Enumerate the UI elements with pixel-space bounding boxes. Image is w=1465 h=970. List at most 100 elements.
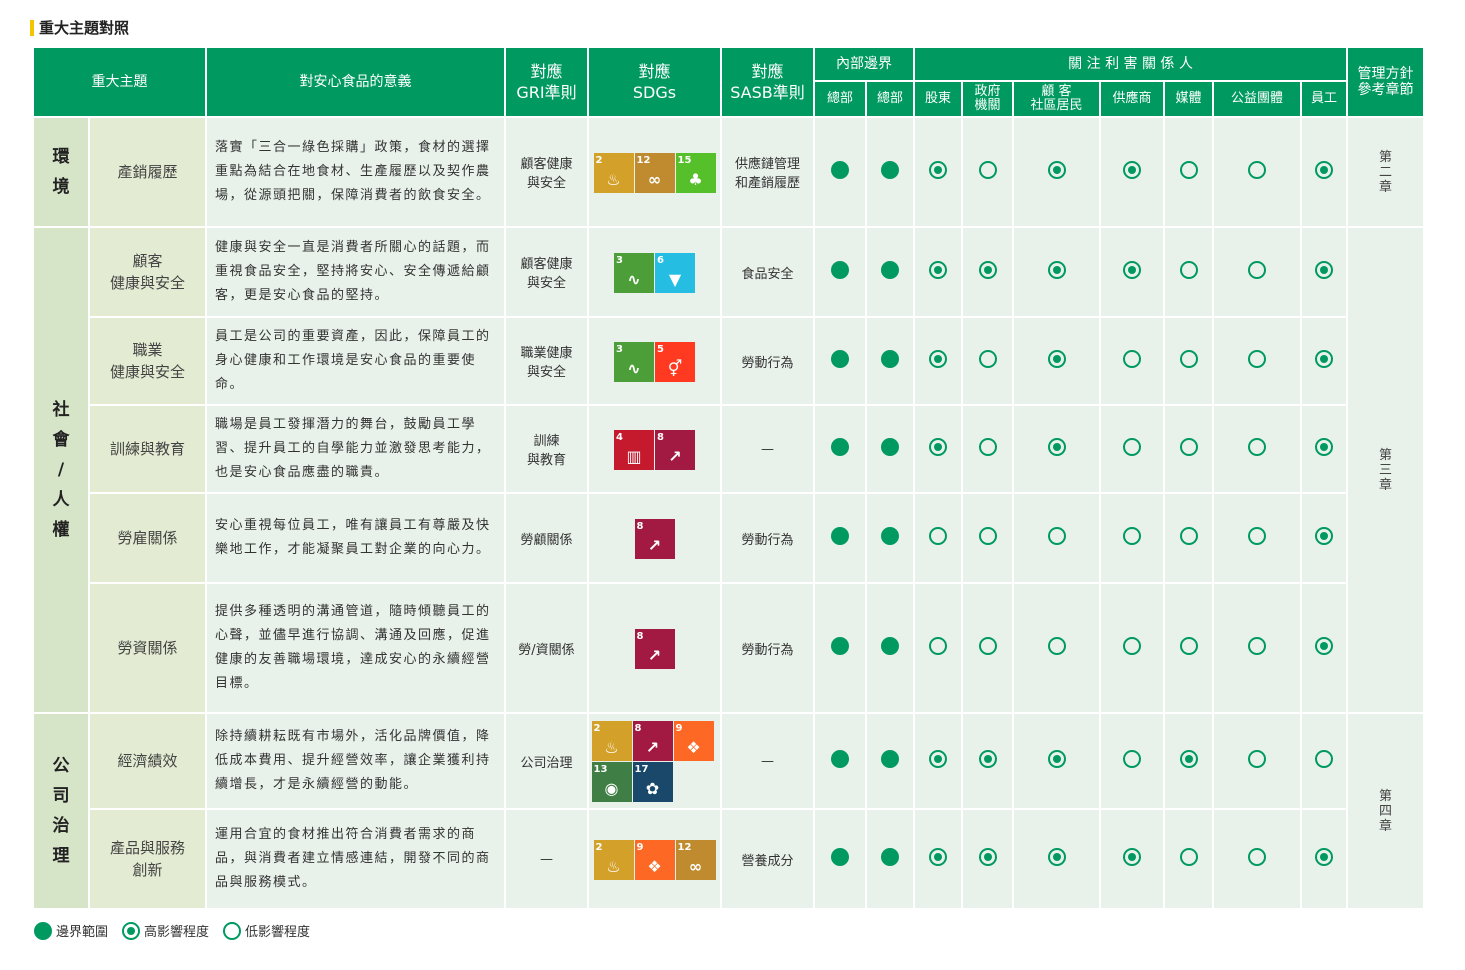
mark-cell (1212, 316, 1302, 406)
mark-cell (813, 116, 867, 228)
mark-cell (1163, 808, 1214, 910)
mark-cell (1099, 492, 1165, 584)
sasb-cell: — (720, 712, 815, 810)
sasb-cell: 供應鏈管理 和產銷履歷 (720, 116, 815, 228)
chapter-cell: 第 三 章 (1346, 226, 1426, 714)
sdg-number: 15 (677, 154, 692, 166)
high-impact-icon (978, 848, 997, 866)
high-impact-icon (1179, 750, 1198, 768)
heartbeat-icon: ∿ (627, 358, 641, 378)
sdgs-cell: 2 ♨ 8 ↗ 9 ❖ 13 ◉ 17 ✿ (587, 712, 722, 810)
topic-cell: 勞雇關係 (88, 492, 207, 584)
mark-cell (1012, 712, 1101, 810)
cubes-icon: ❖ (647, 856, 662, 876)
low-impact-icon (1248, 750, 1266, 768)
meaning-cell: 健康與安全一直是消費者所關心的話題，而重視食品安全，堅持將安心、安全傳遞給顧客，… (205, 226, 506, 318)
sdg-number: 8 (634, 723, 642, 734)
mark-cell (865, 316, 915, 406)
boundary-dot-icon (881, 161, 899, 179)
growth-chart-icon: ↗ (668, 446, 682, 466)
mark-cell (913, 116, 963, 228)
high-impact-icon (1123, 261, 1141, 279)
header-col: 媒體 (1163, 80, 1214, 118)
header-internal-boundary: 內部邊界 (813, 46, 915, 82)
mark-cell (961, 116, 1014, 228)
gri-cell: 訓練 與教育 (504, 404, 589, 494)
sdg-number: 5 (657, 343, 664, 355)
sdg-number: 12 (677, 841, 692, 853)
low-impact-icon (1179, 637, 1198, 655)
chapter-cell: 第 四 章 (1346, 712, 1426, 910)
mark-cell (913, 492, 963, 584)
mark-cell (813, 492, 867, 584)
sdg-number: 8 (636, 630, 644, 642)
high-impact-icon (978, 750, 997, 768)
boundary-dot-icon (881, 750, 899, 768)
sdgs-cell: 3 ∿ 6 ▼ (587, 226, 722, 318)
legend: 邊界範圍 高影響程度 低影響程度 (34, 921, 310, 940)
mark-cell (1212, 808, 1302, 910)
high-impact-icon (929, 161, 947, 179)
mark-cell (961, 316, 1014, 406)
mark-cell (1012, 582, 1101, 714)
tree-icon: ♣ (688, 169, 703, 189)
table-row: 職業 健康與安全 員工是公司的重要資產，因此，保障員工的身心健康和工作環境是安心食… (33, 316, 1424, 406)
sdg-icons: 3 ∿ 5 ⚥ (614, 341, 695, 382)
boundary-dot-icon (881, 848, 899, 866)
growth-chart-icon: ↗ (647, 535, 662, 555)
header-meaning: 對安心食品的意義 (205, 46, 506, 118)
high-impact-icon (1123, 161, 1141, 179)
low-impact-icon (1123, 637, 1141, 655)
header-sasb: 對應 SASB準則 (720, 46, 815, 118)
high-impact-icon (1315, 350, 1334, 368)
topic-cell: 訓練與教育 (88, 404, 207, 494)
high-impact-icon (1315, 261, 1334, 279)
high-impact-icon (1315, 161, 1334, 179)
sdg-number: 8 (636, 520, 644, 532)
gri-cell: 公司治理 (504, 712, 589, 810)
chapter-cell: 第 二 章 (1346, 116, 1426, 228)
growth-chart-icon: ↗ (647, 645, 662, 665)
header-col: 政府 機關 (961, 80, 1014, 118)
sdg-2-icon: 2 ♨ (593, 152, 634, 193)
topic-cell: 顧客 健康與安全 (88, 226, 207, 318)
mark-cell (1299, 808, 1349, 910)
high-impact-icon (929, 350, 947, 368)
sdg-12-icon: 12 ∞ (634, 152, 675, 193)
mark-cell (1299, 316, 1349, 406)
header-sdgs: 對應 SDGs (587, 46, 722, 118)
header-stakeholders: 關 注 利 害 關 係 人 (912, 46, 1349, 82)
category-cell: 社 會 / 人 權 (32, 226, 90, 714)
mark-cell (961, 808, 1014, 910)
sdg-17-icon: 17 ✿ (632, 762, 673, 802)
sdgs-cell: 8 ↗ (587, 492, 722, 584)
sdg-3-icon: 3 ∿ (614, 252, 654, 293)
mark-cell (813, 712, 867, 810)
mark-cell (1012, 116, 1101, 228)
low-impact-icon (1248, 848, 1266, 866)
mark-cell (1299, 582, 1349, 714)
sdg-3-icon: 3 ∿ (614, 341, 654, 382)
topic-cell: 勞資關係 (88, 582, 207, 714)
sdg-icons: 2 ♨ 8 ↗ 9 ❖ 13 ◉ 17 ✿ (591, 721, 718, 802)
low-impact-icon (1179, 261, 1198, 279)
sdg-9-icon: 9 ❖ (634, 839, 675, 880)
sdg-15-icon: 15 ♣ (675, 152, 716, 193)
legend-label: 低影響程度 (245, 925, 311, 940)
table-row: 勞雇關係 安心重視每位員工，唯有讓員工有尊嚴及快樂地工作，才能凝聚員工對企業的向心… (33, 492, 1424, 584)
sdg-number: 4 (616, 431, 623, 443)
legend-L-icon (223, 921, 242, 940)
mark-cell (1212, 492, 1302, 584)
mark-cell (1099, 226, 1165, 318)
low-impact-icon (1315, 750, 1334, 768)
mark-cell (1163, 316, 1214, 406)
mark-cell (913, 316, 963, 406)
low-impact-icon (1248, 161, 1266, 179)
low-impact-icon (1248, 527, 1266, 545)
bowl-icon: ♨ (604, 738, 619, 757)
bowl-icon: ♨ (606, 856, 621, 876)
sdg-9-icon: 9 ❖ (673, 721, 714, 761)
high-impact-icon (978, 261, 997, 279)
high-impact-icon (1315, 438, 1334, 456)
legend-F-icon (34, 921, 52, 940)
